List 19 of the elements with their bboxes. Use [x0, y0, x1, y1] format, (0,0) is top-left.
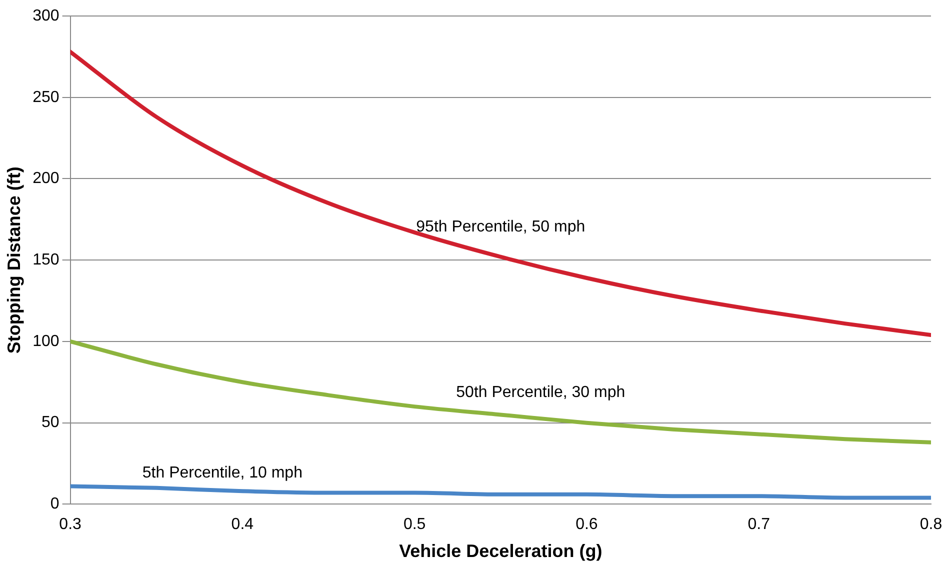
y-tick-label: 250 [32, 88, 60, 106]
x-tick-label: 0.8 [920, 516, 942, 534]
x-axis-title: Vehicle Deceleration (g) [399, 541, 602, 562]
x-tick-label: 0.7 [748, 516, 770, 534]
series-label: 50th Percentile, 30 mph [456, 384, 626, 402]
x-tick-label: 0.3 [59, 516, 82, 534]
y-tick-label: 0 [50, 496, 60, 513]
y-tick-label: 50 [42, 414, 60, 432]
series-label: 95th Percentile, 50 mph [416, 218, 586, 236]
y-axis-title: Stopping Distance (ft) [4, 166, 24, 354]
x-tick-label: 0.5 [403, 516, 426, 534]
x-tick-label: 0.4 [231, 516, 254, 534]
y-tick-label: 200 [32, 170, 60, 188]
series-label: 5th Percentile, 10 mph [142, 464, 302, 482]
x-tick-label: 0.6 [576, 516, 598, 534]
y-tick-label: 300 [32, 7, 60, 24]
line-series [70, 484, 931, 500]
y-tick-label: 100 [32, 332, 60, 350]
y-tick-label: 150 [32, 252, 60, 269]
